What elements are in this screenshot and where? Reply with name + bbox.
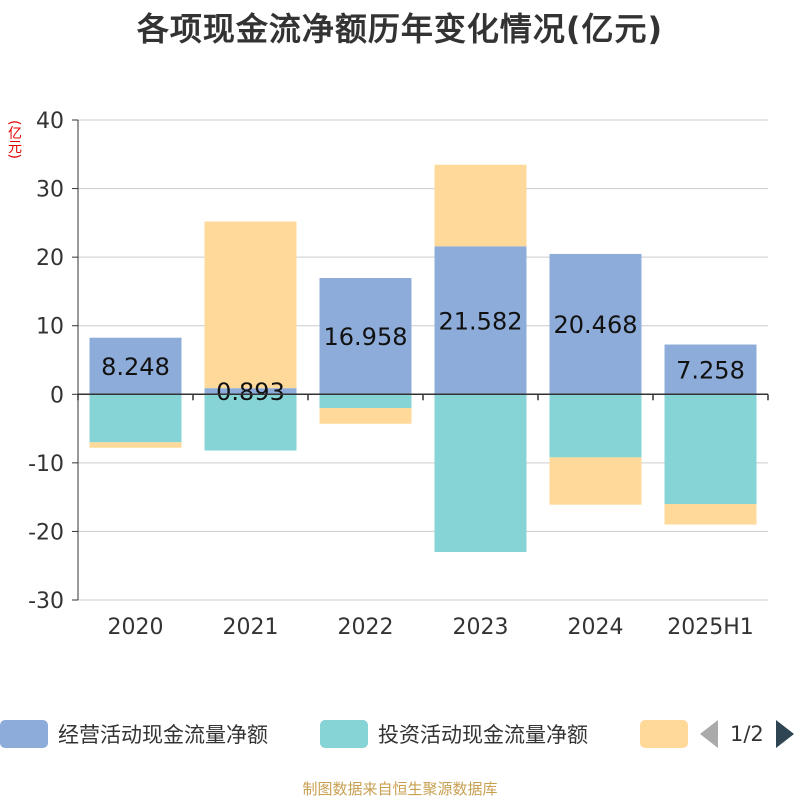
- bar-third-2025H1: [664, 504, 757, 525]
- y-tick-label: 20: [36, 246, 64, 271]
- legend-item-operating[interactable]: 经营活动现金流量净额: [0, 716, 268, 752]
- bar-third-2020: [89, 442, 182, 448]
- legend-swatch-third: [640, 720, 688, 748]
- bar-operating-2021: [204, 388, 297, 395]
- bar-operating-2020: [89, 337, 182, 395]
- y-tick-label: -20: [28, 520, 64, 545]
- bar-third-2023: [434, 164, 527, 247]
- y-tick-label: -30: [28, 589, 64, 614]
- bar-investing-2020: [89, 394, 182, 443]
- y-tick-label: 0: [50, 383, 64, 408]
- y-tick-label: -10: [28, 452, 64, 477]
- legend-label-investing: 投资活动现金流量净额: [378, 723, 588, 747]
- bar-operating-2022: [319, 278, 412, 395]
- bar-operating-2025H1: [664, 344, 757, 395]
- chart-title: 各项现金流净额历年变化情况(亿元): [136, 10, 664, 48]
- x-category-label: 2023: [453, 615, 509, 640]
- data-label-operating: 0.893: [216, 378, 285, 406]
- legend-label-operating: 经营活动现金流量净额: [58, 723, 268, 747]
- next-page-icon[interactable]: [775, 720, 794, 748]
- x-category-label: 2022: [338, 615, 394, 640]
- legend-swatch-investing: [320, 720, 368, 748]
- bar-investing-2023: [434, 394, 527, 552]
- legend: 经营活动现金流量净额 投资活动现金流量净额 1/2: [0, 716, 800, 756]
- x-category-label: 2021: [223, 615, 279, 640]
- legend-pager: 1/2: [700, 716, 794, 752]
- bar-investing-2024: [549, 394, 642, 458]
- data-label-operating: 7.258: [676, 356, 745, 384]
- data-label-operating: 21.582: [439, 307, 523, 335]
- y-tick-label: 30: [36, 178, 64, 203]
- x-category-label: 2020: [108, 615, 164, 640]
- data-source-note: 制图数据来自恒生聚源数据库: [302, 780, 498, 798]
- bar-third-2021: [204, 221, 297, 389]
- data-label-operating: 16.958: [324, 323, 408, 351]
- bar-third-2022: [319, 408, 412, 424]
- y-tick-label: 40: [36, 109, 64, 134]
- bar-investing-2025H1: [664, 394, 757, 504]
- y-tick-label: 10: [36, 315, 64, 340]
- legend-item-third[interactable]: [640, 716, 698, 752]
- legend-item-investing[interactable]: 投资活动现金流量净额: [320, 716, 588, 752]
- bar-operating-2024: [549, 253, 642, 395]
- x-category-label: 2025H1: [667, 615, 754, 640]
- bar-operating-2023: [434, 246, 527, 395]
- prev-page-icon[interactable]: [700, 720, 718, 748]
- bar-chart: 40 30 20 10 0 -10 -20 -30 8.248 0.893 16.958 21.582…: [28, 109, 769, 640]
- bar-third-2024: [549, 457, 642, 505]
- legend-swatch-operating: [0, 720, 48, 748]
- legend-page-indicator: 1/2: [730, 722, 764, 746]
- bar-investing-2022: [319, 394, 412, 408]
- x-category-label: 2024: [568, 615, 624, 640]
- data-label-operating: 8.248: [101, 353, 170, 381]
- bar-investing-2021: [204, 394, 297, 451]
- data-label-operating: 20.468: [554, 311, 638, 339]
- y-axis-unit-label: (亿元): [6, 120, 22, 159]
